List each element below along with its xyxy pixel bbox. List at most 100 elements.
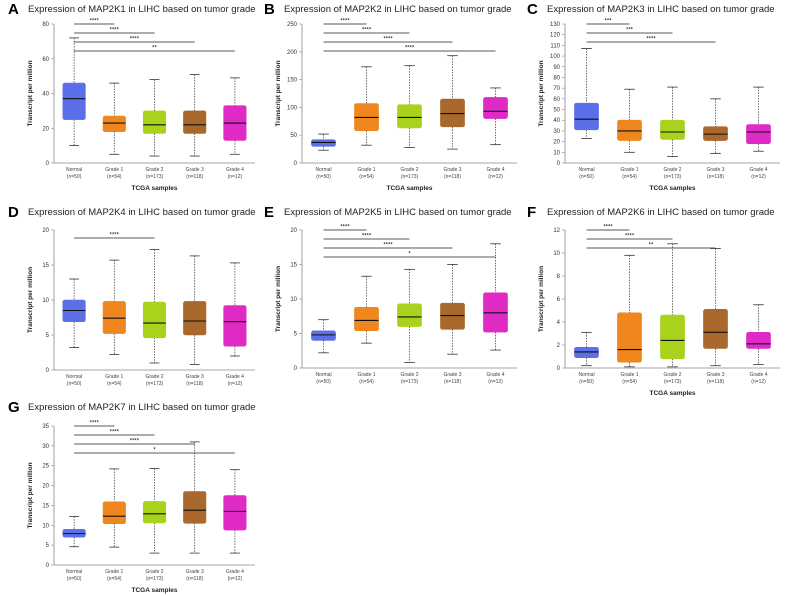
y-tick-label: 30	[42, 444, 49, 450]
category-label: Grade 4	[486, 167, 504, 173]
category-label: Grade 4	[226, 374, 244, 380]
x-axis-title: TCGA samples	[132, 587, 178, 594]
box-normal	[62, 516, 86, 548]
iqr-box	[223, 495, 247, 531]
category-count: (n=50)	[67, 381, 82, 387]
y-tick-label: 70	[553, 86, 560, 92]
y-tick-label: 120	[550, 33, 561, 39]
category-count: (n=12)	[751, 379, 766, 385]
significance-label: ****	[625, 234, 635, 240]
y-tick-label: 50	[553, 108, 560, 114]
panel-letter: E	[264, 204, 274, 221]
iqr-box	[311, 139, 336, 147]
category-count: (n=173)	[146, 576, 164, 582]
box-grade-3	[440, 55, 465, 150]
panel-title: Expression of MAP2K2 in LIHC based on tu…	[284, 4, 512, 15]
category-label: Grade 1	[105, 374, 123, 380]
iqr-box	[397, 303, 422, 327]
y-tick-label: 12	[553, 228, 560, 234]
significance-label: ***	[626, 28, 634, 34]
category-count: (n=50)	[67, 576, 82, 582]
y-tick-label: 20	[42, 484, 49, 490]
category-label: Normal	[66, 569, 82, 575]
box-grade-4	[223, 77, 247, 155]
category-label: Grade 4	[749, 372, 767, 378]
category-label: Grade 2	[145, 569, 163, 575]
significance-label: ****	[130, 37, 140, 43]
panel-letter: G	[8, 399, 20, 416]
category-label: Grade 2	[400, 167, 418, 173]
y-tick-label: 0	[557, 161, 561, 167]
y-axis-title: Transcript per million	[27, 60, 34, 126]
box-normal	[574, 48, 599, 139]
iqr-box	[142, 110, 167, 134]
category-count: (n=173)	[401, 174, 419, 180]
iqr-box	[746, 124, 771, 145]
box-grade-3	[440, 264, 465, 355]
x-axis-title: TCGA samples	[387, 185, 433, 192]
category-count: (n=118)	[444, 379, 461, 385]
y-tick-label: 10	[553, 150, 560, 156]
category-label: Grade 2	[145, 167, 163, 173]
y-tick-label: 0	[294, 161, 298, 167]
y-tick-label: 0	[557, 366, 561, 372]
category-count: (n=173)	[146, 174, 164, 180]
significance-label: ****	[90, 421, 100, 427]
category-label: Grade 4	[486, 372, 504, 378]
significance-label: ****	[383, 243, 393, 249]
box-grade-4	[746, 304, 771, 365]
panel-g: G Expression of MAP2K7 in LIHC based on t…	[8, 399, 256, 594]
iqr-box	[440, 98, 465, 128]
category-label: Grade 2	[663, 167, 681, 173]
panel-letter: F	[527, 204, 536, 221]
box-grade-2	[397, 65, 422, 148]
significance-label: ****	[130, 439, 140, 445]
y-axis-title: Transcript per million	[275, 266, 282, 332]
y-tick-label: 130	[550, 22, 561, 28]
y-tick-label: 10	[42, 523, 49, 529]
y-tick-label: 5	[46, 543, 50, 549]
y-tick-label: 5	[46, 333, 50, 339]
significance-label: **	[649, 243, 654, 249]
category-count: (n=50)	[67, 174, 82, 180]
significance-label: *	[153, 448, 156, 454]
panel-f: F Expression of MAP2K6 in LIHC based on t…	[527, 204, 780, 397]
category-count: (n=118)	[444, 174, 461, 180]
category-count: (n=173)	[146, 381, 164, 387]
iqr-box	[483, 97, 508, 119]
category-count: (n=50)	[579, 379, 594, 385]
iqr-box	[617, 312, 642, 363]
box-grade-4	[223, 469, 247, 554]
box-grade-2	[660, 86, 685, 157]
category-count: (n=173)	[664, 379, 682, 385]
category-label: Grade 2	[663, 372, 681, 378]
y-tick-label: 30	[553, 129, 560, 135]
panel-letter: C	[527, 1, 538, 18]
category-count: (n=118)	[186, 576, 203, 582]
significance-label: ****	[362, 234, 372, 240]
iqr-box	[223, 305, 247, 347]
box-grade-2	[142, 249, 167, 364]
y-tick-label: 250	[287, 22, 298, 28]
category-label: Normal	[578, 372, 594, 378]
category-label: Normal	[315, 167, 331, 173]
category-count: (n=54)	[359, 174, 374, 180]
category-count: (n=173)	[664, 174, 682, 180]
y-tick-label: 8	[557, 274, 561, 280]
category-label: Normal	[578, 167, 594, 173]
iqr-box	[142, 301, 167, 339]
category-count: (n=118)	[707, 174, 724, 180]
x-axis-title: TCGA samples	[650, 185, 696, 192]
category-count: (n=12)	[488, 174, 503, 180]
y-tick-label: 20	[42, 228, 49, 234]
y-axis-title: Transcript per million	[27, 462, 34, 528]
box-grade-1	[617, 254, 642, 368]
box-grade-1	[354, 66, 379, 146]
category-label: Grade 3	[706, 372, 724, 378]
y-tick-label: 80	[42, 22, 49, 28]
category-label: Grade 4	[749, 167, 767, 173]
category-count: (n=12)	[228, 576, 243, 582]
panel-letter: B	[264, 1, 275, 18]
box-grade-4	[223, 262, 247, 357]
